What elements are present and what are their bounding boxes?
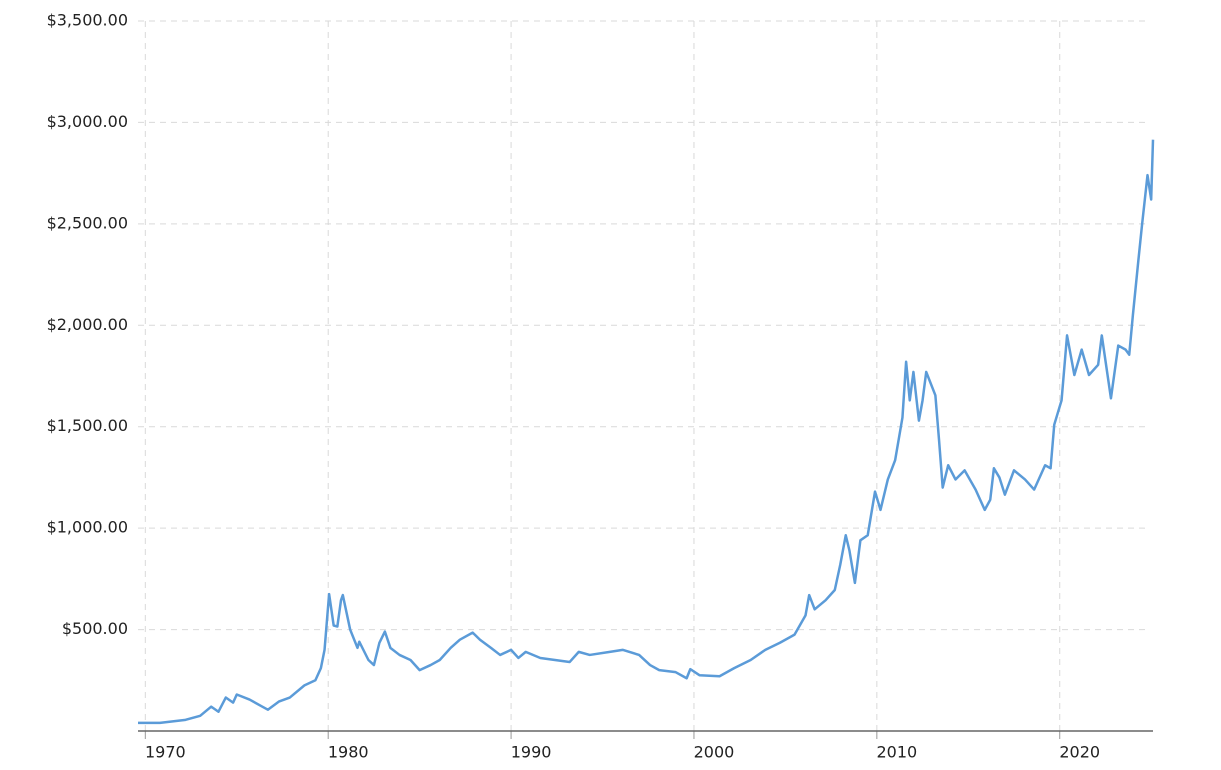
x-tick-label: 1990 <box>511 743 552 762</box>
y-tick-label: $500.00 <box>62 619 128 638</box>
y-tick-label: $2,000.00 <box>47 315 128 334</box>
x-tick-label: 2000 <box>694 743 735 762</box>
x-tick-label: 1980 <box>328 743 369 762</box>
y-tick-label: $3,000.00 <box>47 112 128 131</box>
x-tick-label: 2010 <box>876 743 917 762</box>
y-tick-label: $1,500.00 <box>47 416 128 435</box>
line-series <box>138 139 1155 725</box>
x-tick-label: 2020 <box>1059 743 1100 762</box>
y-tick-label: $2,500.00 <box>47 213 128 232</box>
y-tick-label: $1,000.00 <box>47 518 128 537</box>
y-tick-label: $3,500.00 <box>47 11 128 30</box>
x-tick-label: 1970 <box>145 743 186 762</box>
